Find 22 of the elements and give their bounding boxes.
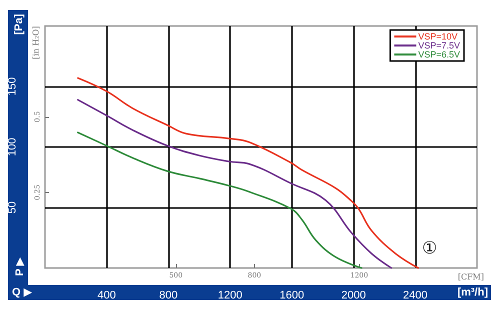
y-tick-label: 50 — [6, 201, 18, 214]
legend-label: VSP=10V — [418, 32, 458, 42]
x-tick-label: 1600 — [280, 290, 304, 302]
x-tick-label: 400 — [98, 290, 116, 302]
legend-label: VSP=6.5V — [418, 50, 460, 60]
y-axis-title: [Pa] — [13, 14, 25, 35]
y2-axis-title: [in H₂O] — [32, 26, 40, 60]
x-tick-label: 800 — [159, 290, 178, 302]
x-tick-label: 2400 — [403, 290, 428, 302]
y-tick-label: 100 — [6, 138, 18, 156]
line-series — [77, 99, 392, 269]
legend-label: VSP=7.5V — [418, 40, 460, 50]
text: Q ▶ — [12, 286, 33, 298]
x-tick-label: 1200 — [218, 290, 242, 302]
x2-axis-title: [CFM] — [458, 272, 484, 282]
x-axis-title: [m³/h] — [457, 286, 488, 298]
line-series — [77, 77, 420, 269]
annotation: ① — [422, 238, 437, 258]
x-tick-label: 2000 — [341, 290, 366, 302]
y-tick-label: 150 — [6, 77, 18, 96]
line-series — [77, 132, 362, 269]
text: P ▶ — [14, 256, 26, 276]
